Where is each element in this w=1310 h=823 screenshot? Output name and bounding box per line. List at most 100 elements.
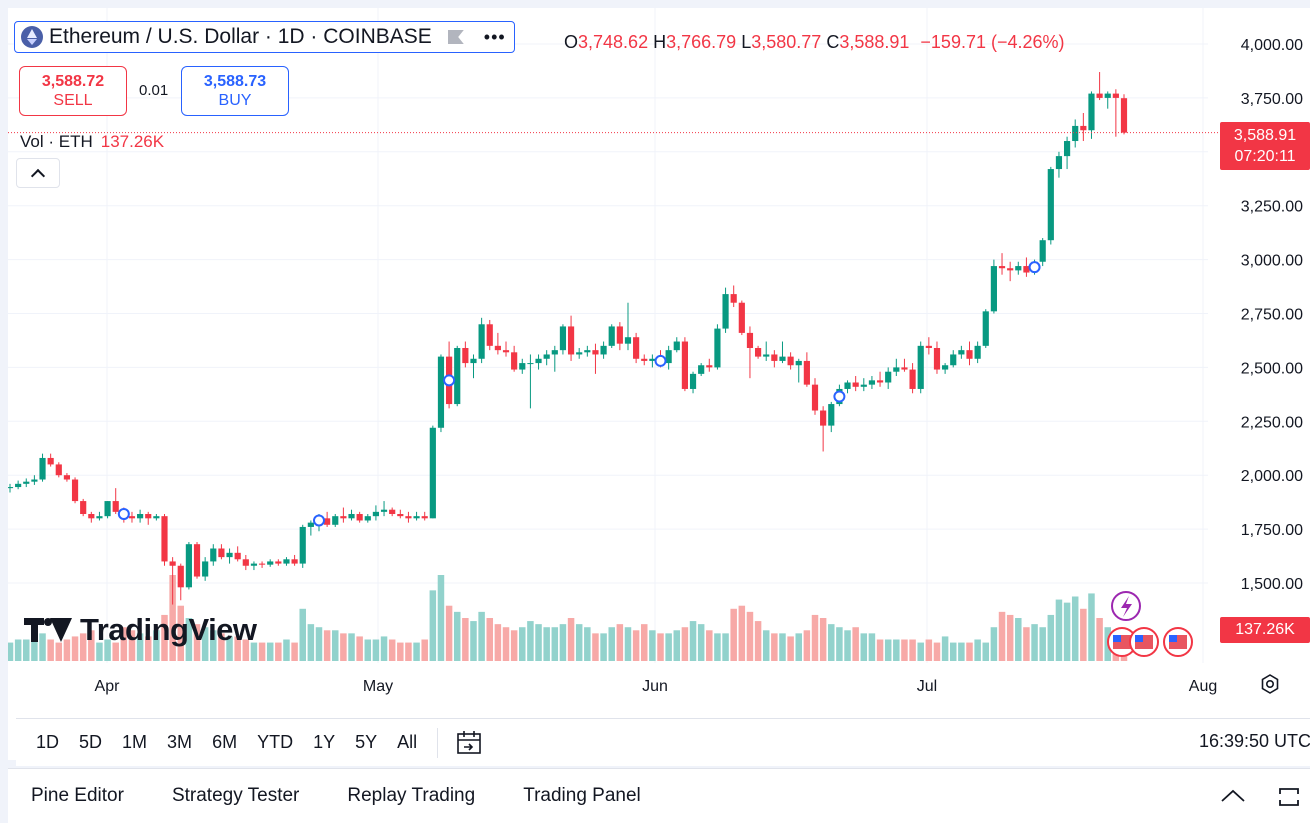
symbol-title[interactable]: Ethereum / U.S. Dollar · 1D · COINBASE [49, 25, 432, 48]
volume-bar [494, 624, 502, 661]
tab-trading-panel[interactable]: Trading Panel [523, 785, 641, 806]
price-axis-label: 2,250.00 [1241, 414, 1303, 431]
candle-body [852, 382, 859, 387]
volume-bar [949, 642, 957, 661]
volume-bar [933, 642, 941, 661]
sell-button[interactable]: 3,588.72 SELL [19, 66, 127, 116]
high-label: H [653, 32, 667, 52]
candle-body [803, 360, 810, 385]
tab-pine-editor[interactable]: Pine Editor [31, 785, 124, 806]
candle-body [55, 464, 62, 476]
candle-body [63, 475, 71, 480]
range-5d-button[interactable]: 5D [79, 732, 103, 752]
buy-price: 3,588.73 [203, 73, 267, 90]
chart-pane[interactable]: 4,000.00 3,750.00 3,250.00 3,000.00 2,750.00… [8, 8, 1310, 766]
candle-body [950, 354, 957, 366]
price-axis-label: 1,500.00 [1241, 576, 1303, 593]
candle-body [909, 369, 916, 389]
tradingview-logo[interactable]: TradingView [24, 612, 257, 648]
price-axis-label: 2,000.00 [1241, 468, 1303, 485]
volume-bar [1015, 618, 1022, 661]
candle-body [649, 358, 656, 361]
range-1m-button[interactable]: 1M [122, 732, 148, 752]
range-5y-button[interactable]: 5Y [355, 732, 378, 752]
candle-body [250, 563, 258, 566]
tab-strategy-tester[interactable]: Strategy Tester [171, 785, 300, 806]
candle-body [470, 358, 477, 364]
volume-bar [844, 630, 851, 661]
volume-bar [575, 624, 583, 661]
candle-body [811, 384, 819, 411]
volume-bar [23, 639, 30, 661]
range-6m-button[interactable]: 6M [212, 732, 238, 752]
range-all-button[interactable]: All [397, 732, 418, 752]
price-axis-label: 1,750.00 [1241, 522, 1303, 539]
volume-bar [372, 639, 380, 661]
flag-icon[interactable] [447, 30, 464, 44]
candle-body [128, 516, 136, 519]
candle-body [689, 373, 697, 389]
volume-bar [96, 642, 103, 661]
volume-bar [559, 624, 567, 661]
ethereum-logo-icon [21, 26, 43, 48]
candle-body [519, 363, 526, 370]
candle-body [990, 266, 997, 312]
range-ytd-button[interactable]: YTD [257, 732, 294, 752]
utc-clock[interactable]: 16:39:50 UTC [1198, 731, 1310, 751]
volume-bar [380, 636, 388, 661]
volume-bar [1055, 599, 1063, 661]
volume-bar [356, 636, 363, 661]
volume-bar [567, 618, 575, 661]
candle-body [80, 501, 87, 515]
volume-bar [543, 627, 550, 661]
candle-body [974, 345, 981, 359]
candle-body [275, 561, 282, 564]
volume-bar [884, 639, 892, 661]
candle-body [860, 384, 867, 387]
price-chart[interactable]: 4,000.00 3,750.00 3,250.00 3,000.00 2,750.00… [8, 8, 1310, 708]
volume-bar [1031, 624, 1038, 661]
candle-body [364, 516, 371, 521]
volume-bar [486, 618, 494, 661]
dividend-event-marker [312, 514, 325, 527]
volume-bar [323, 630, 331, 661]
candle-body [567, 326, 575, 355]
maximize-panel-icon[interactable] [1276, 785, 1302, 809]
candle-body [145, 514, 152, 519]
symbol-legend[interactable]: Ethereum / U.S. Dollar · 1D · COINBASE •… [14, 21, 515, 53]
candle-body [71, 479, 79, 502]
candle-body [1112, 93, 1119, 98]
volume-bar [88, 630, 95, 661]
volume-bar [226, 636, 233, 661]
goto-date-calendar-icon[interactable] [456, 730, 484, 756]
low-value: 3,580.77 [751, 32, 822, 52]
volume-bar [1088, 593, 1095, 661]
expand-panel-chevron-up-icon[interactable] [1220, 785, 1246, 809]
volume-bar [673, 630, 681, 661]
buy-button[interactable]: 3,588.73 BUY [181, 66, 289, 116]
settings-gear-icon[interactable] [1258, 672, 1282, 696]
time-axis-label: Apr [95, 678, 121, 695]
candle-body [161, 516, 168, 562]
volume-bar [421, 639, 428, 661]
candle-body [8, 487, 14, 489]
candle-body [413, 516, 420, 519]
candle-body [885, 371, 892, 383]
volume-legend[interactable]: Vol · ETH 137.26K [20, 132, 164, 152]
candle-body [730, 294, 737, 303]
candle-body [795, 360, 802, 366]
volume-bar [681, 627, 689, 661]
candle-body [966, 350, 973, 359]
price-axis-label: 3,750.00 [1241, 91, 1303, 108]
candle-body [202, 561, 209, 577]
range-1d-button[interactable]: 1D [36, 732, 60, 752]
low-label: L [741, 32, 752, 52]
volume-bar [616, 624, 624, 661]
range-3m-button[interactable]: 3M [167, 732, 193, 752]
collapse-legend-button[interactable] [16, 158, 60, 188]
more-options-icon[interactable]: ••• [483, 26, 506, 47]
tab-replay-trading[interactable]: Replay Trading [347, 785, 476, 806]
volume-bar [779, 633, 786, 661]
volume-bar [144, 636, 152, 661]
range-1y-button[interactable]: 1Y [313, 732, 336, 752]
